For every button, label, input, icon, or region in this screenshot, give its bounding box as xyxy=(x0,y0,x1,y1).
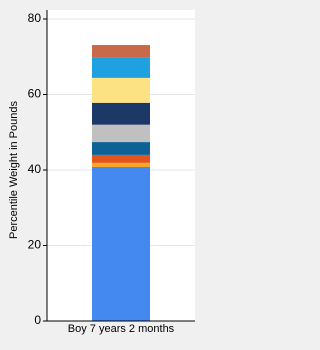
y-tick-label: 80 xyxy=(28,11,42,25)
bar-segment xyxy=(92,154,150,163)
y-tick-label: 0 xyxy=(34,313,41,327)
bar-segment xyxy=(92,124,150,143)
y-axis-label: Percentile Weight in Pounds xyxy=(8,101,20,239)
bar-segment xyxy=(92,57,150,78)
y-tick-label: 20 xyxy=(28,238,42,252)
bar-segment xyxy=(92,45,150,58)
bar-segment xyxy=(92,142,150,155)
bar-segment xyxy=(92,77,150,103)
y-tick-label: 60 xyxy=(28,87,42,101)
bar-segment xyxy=(92,166,150,321)
bar-segment xyxy=(92,102,150,125)
y-tick-label: 40 xyxy=(28,162,42,176)
bar-segment xyxy=(92,162,150,167)
chart: Percentile Weight in Pounds 0 20 40 60 80 Boy… xyxy=(8,10,195,335)
x-tick-label: Boy 7 years 2 months xyxy=(68,323,175,335)
